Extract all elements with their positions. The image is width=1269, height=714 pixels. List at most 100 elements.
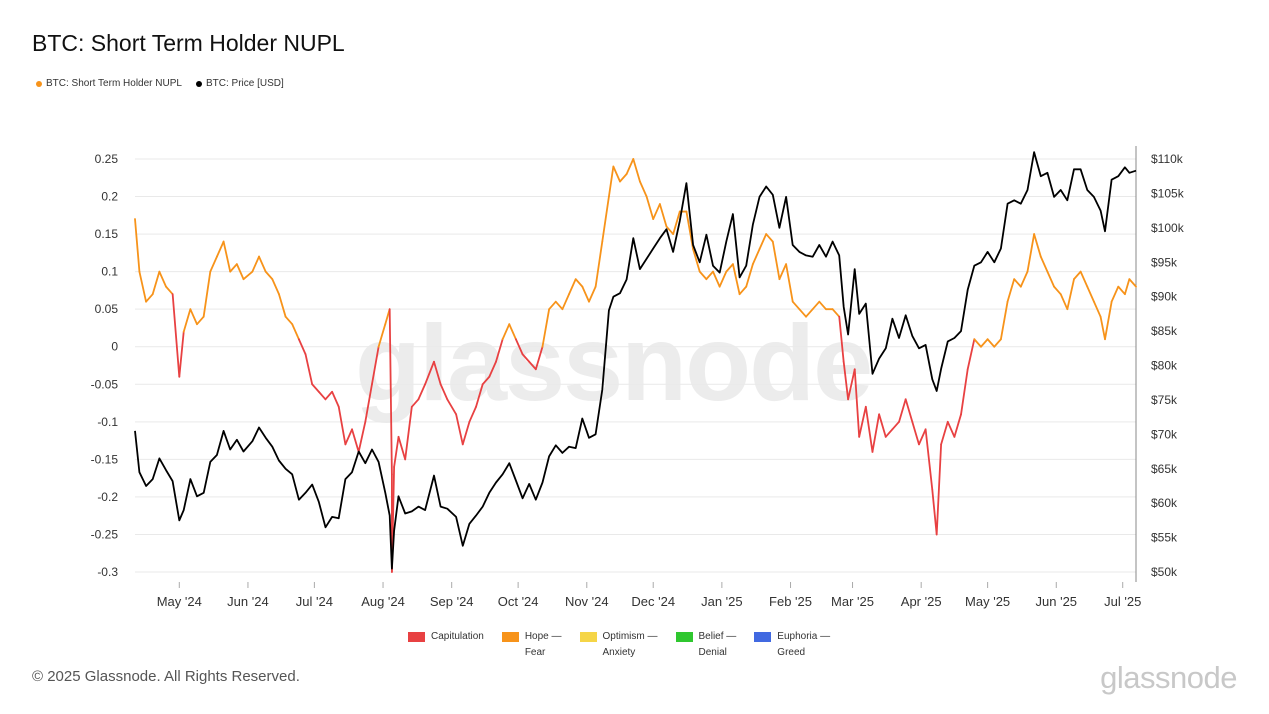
nupl-segment <box>337 405 347 446</box>
nupl-segment <box>138 270 147 303</box>
nupl-segment <box>1128 278 1137 288</box>
nupl-segment <box>297 338 307 356</box>
nupl-segment <box>508 323 517 341</box>
nupl-segment <box>718 270 728 288</box>
nupl-segment <box>515 338 524 356</box>
nupl-segment <box>548 300 557 311</box>
nupl-segment <box>439 383 449 401</box>
nupl-segment <box>1026 233 1036 273</box>
zone-capitulation: Capitulation <box>408 629 484 661</box>
zone-swatch-optimism-anxiety <box>579 632 597 642</box>
nupl-segment <box>1099 315 1106 341</box>
zone-label-hope: Hope — <box>524 631 562 642</box>
nupl-segment <box>594 240 604 288</box>
brand-logo: glassnode <box>1100 660 1237 695</box>
nupl-segment <box>665 225 675 235</box>
nupl-segment <box>588 285 597 303</box>
y-right-tick-label: $85k <box>1151 324 1178 338</box>
x-tick-label: Mar '25 <box>831 594 874 609</box>
nupl-segment <box>940 420 949 446</box>
nupl-segment <box>612 165 621 183</box>
x-tick-label: Jul '25 <box>1104 594 1141 609</box>
nupl-segment <box>331 390 340 408</box>
legend-item-price[interactable]: BTC: Price [USD] <box>195 78 284 89</box>
nupl-segment <box>455 413 464 446</box>
nupl-segment <box>581 285 590 303</box>
nupl-segment <box>222 240 232 273</box>
nupl-segment <box>481 375 491 386</box>
nupl-segment <box>758 233 768 251</box>
nupl-segment <box>946 420 956 438</box>
nupl-segment <box>1059 293 1069 311</box>
nupl-segment <box>966 338 976 371</box>
nupl-segment <box>568 278 577 296</box>
legend-item-nupl[interactable]: BTC: Short Term Holder NUPL <box>36 78 182 89</box>
nupl-segment <box>229 263 238 273</box>
nupl-segment <box>986 338 996 348</box>
zone-optimism-anxiety: Optimism — Anxiety <box>579 629 658 661</box>
nupl-segment <box>1124 278 1131 296</box>
nupl-segment <box>1000 300 1009 341</box>
nupl-segment <box>831 308 841 318</box>
y-right-tick-label: $65k <box>1151 462 1178 476</box>
nupl-segment <box>235 263 245 281</box>
x-tick-label: Apr '25 <box>901 594 942 609</box>
nupl-segment <box>251 255 260 273</box>
nupl-segment <box>461 420 471 446</box>
nupl-segment <box>980 338 989 348</box>
nupl-segment <box>264 270 274 281</box>
nupl-segment <box>1046 270 1055 288</box>
nupl-segment <box>145 293 154 303</box>
zone-label-capitulation: Capitulation <box>431 631 484 642</box>
nupl-segment <box>528 360 537 371</box>
nupl-segment <box>364 383 373 423</box>
y-left-tick-label: 0.25 <box>95 152 119 166</box>
nupl-segment <box>424 360 435 386</box>
x-tick-label: May '24 <box>157 594 202 609</box>
nupl-segment <box>891 420 900 431</box>
nupl-segment <box>871 413 881 453</box>
x-tick-label: Jun '24 <box>227 594 269 609</box>
zone-swatch-euphoria-greed <box>754 632 772 642</box>
zone-label-euphoria: Euphoria — <box>777 631 831 642</box>
nupl-segment <box>619 173 628 183</box>
nupl-segment <box>446 398 458 416</box>
nupl-segment <box>785 263 794 303</box>
zone-swatch-hope-fear <box>501 632 519 642</box>
zone-label-denial: Denial <box>698 647 727 658</box>
nupl-segment <box>918 428 927 446</box>
zone-label-anxiety: Anxiety <box>602 647 636 658</box>
nupl-segment <box>182 308 192 333</box>
price-series-line <box>134 151 1137 570</box>
nupl-segment <box>658 203 668 228</box>
zone-label-fear: Fear <box>524 647 546 658</box>
x-tick-label: Jul '24 <box>296 594 333 609</box>
nupl-segment <box>468 405 477 423</box>
y-left-tick-label: -0.2 <box>97 490 118 504</box>
nupl-segment <box>738 285 748 296</box>
legend-label-nupl: BTC: Short Term Holder NUPL <box>46 78 182 89</box>
y-right-tick-label: $70k <box>1151 427 1178 441</box>
nupl-segment <box>1086 285 1095 303</box>
nupl-segment <box>410 398 420 408</box>
nupl-segment <box>495 338 504 363</box>
nupl-segment <box>561 293 570 311</box>
zone-swatch-belief-denial <box>675 632 693 642</box>
nupl-segment <box>745 263 754 288</box>
nupl-segment <box>692 248 701 273</box>
nupl-segment <box>1013 278 1022 288</box>
nupl-segment <box>911 420 920 446</box>
nupl-segment <box>196 315 205 326</box>
nupl-segment <box>351 428 360 453</box>
nupl-segment <box>1117 285 1126 296</box>
nupl-segment <box>953 413 962 438</box>
nupl-segment <box>847 368 856 401</box>
x-tick-label: Jun '25 <box>1036 594 1078 609</box>
nupl-segment <box>216 240 225 258</box>
x-tick-label: Sep '24 <box>430 594 474 609</box>
x-tick-label: Aug '24 <box>361 594 405 609</box>
nupl-segment <box>931 488 938 536</box>
nupl-segment <box>284 315 294 326</box>
x-tick-label: Nov '24 <box>565 594 609 609</box>
